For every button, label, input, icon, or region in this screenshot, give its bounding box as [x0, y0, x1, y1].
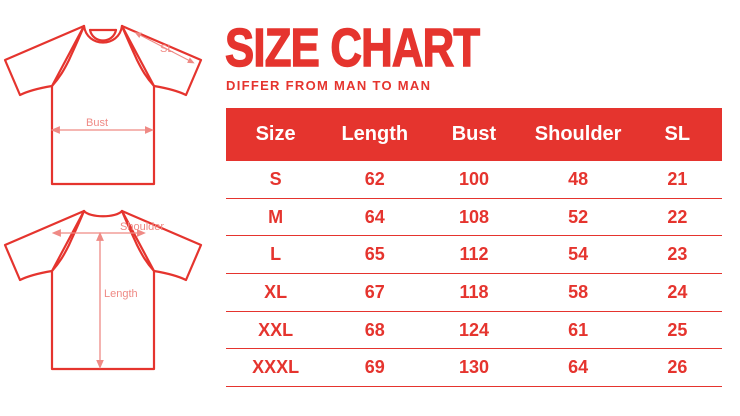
svg-text:Shoulder: Shoulder	[120, 221, 164, 233]
svg-text:SL: SL	[160, 43, 173, 55]
svg-text:Bust: Bust	[86, 117, 108, 129]
svg-text:Length: Length	[104, 288, 138, 300]
